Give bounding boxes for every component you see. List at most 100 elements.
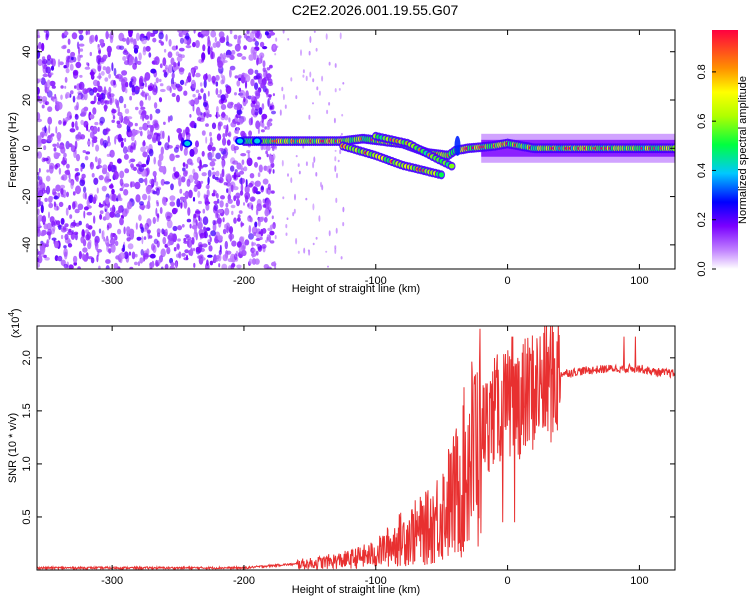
heatmap-noise-cell xyxy=(67,243,73,248)
heatmap-noise-cell xyxy=(230,264,235,269)
heatmap-noise-cell xyxy=(37,172,40,176)
snr-y-tick-label: 0.5 xyxy=(21,509,33,524)
heatmap-noise-cell xyxy=(134,86,140,91)
heatmap-noise-cell xyxy=(220,195,225,200)
heatmap-speck xyxy=(325,33,328,40)
heatmap-noise-cell xyxy=(160,146,164,156)
heatmap-noise-cell xyxy=(149,129,154,137)
heatmap-speck xyxy=(339,149,342,155)
heatmap-noise-cell xyxy=(205,184,210,189)
heatmap-noise-cell xyxy=(75,175,80,182)
heatmap-noise-cell xyxy=(248,182,253,188)
heatmap-noise-cell xyxy=(127,201,133,210)
heatmap-noise-cell xyxy=(272,146,275,152)
heatmap-noise-cell xyxy=(160,41,164,46)
heatmap-noise-cell xyxy=(200,180,204,184)
heatmap-noise-cell xyxy=(243,73,248,78)
heatmap-blob-core xyxy=(237,138,243,144)
heatmap-noise-cell xyxy=(63,152,67,158)
heatmap-noise-cell xyxy=(166,219,173,229)
heatmap-speck xyxy=(286,217,289,220)
heatmap-noise-cell xyxy=(211,167,215,171)
heatmap-noise-cell xyxy=(202,164,208,168)
heatmap-noise-cell xyxy=(45,175,51,182)
heatmap-noise-cell xyxy=(37,112,41,121)
heatmap-noise-cell xyxy=(40,204,44,214)
heatmap-noise-cell xyxy=(109,161,113,167)
heatmap-noise-cell xyxy=(183,147,188,156)
heatmap-noise-cell xyxy=(71,56,74,61)
heatmap-noise-cell xyxy=(234,43,241,52)
heatmap-noise-cell xyxy=(200,88,204,93)
heatmap-noise-cell xyxy=(138,177,144,184)
heatmap-noise-cell xyxy=(175,45,178,50)
heatmap-noise-cell xyxy=(88,194,94,204)
heatmap-noise-cell xyxy=(216,133,222,141)
heatmap-noise-cell xyxy=(113,262,119,269)
heatmap-noise-cell xyxy=(82,88,88,95)
snr-x-label: Height of straight line (km) xyxy=(292,584,420,596)
heatmap-noise-cell xyxy=(171,207,178,215)
heatmap-noise-cell xyxy=(94,121,99,126)
heatmap-noise-cell xyxy=(255,101,260,109)
heatmap-noise-cell xyxy=(269,155,275,164)
heatmap-noise-cell xyxy=(163,121,166,126)
heatmap-noise-cell xyxy=(177,225,183,231)
heatmap-noise-cell xyxy=(265,198,272,208)
heatmap-noise-cell xyxy=(111,119,115,124)
heatmap-noise-cell xyxy=(152,37,157,43)
heatmap-speck xyxy=(297,163,300,168)
heatmap-noise-cell xyxy=(44,86,48,93)
heatmap-noise-cell xyxy=(140,33,145,38)
heatmap-noise-cell xyxy=(178,47,185,52)
heatmap-noise-cell xyxy=(128,55,135,65)
heatmap-speck xyxy=(309,36,312,43)
heatmap-noise-cell xyxy=(131,84,135,94)
heatmap-noise-cell xyxy=(201,52,206,61)
heatmap-noise-cell xyxy=(155,181,159,187)
heatmap-noise-cell xyxy=(140,249,144,256)
heatmap-noise-cell xyxy=(78,43,85,47)
heatmap-noise-cell xyxy=(224,114,229,121)
heatmap-speck xyxy=(287,38,290,41)
heatmap-noise-cell xyxy=(257,172,261,178)
heatmap-noise-cell xyxy=(98,203,104,208)
heatmap-noise-cell xyxy=(37,95,40,100)
heatmap-noise-cell xyxy=(123,189,129,196)
heatmap-noise-cell xyxy=(70,51,76,57)
heatmap-noise-cell xyxy=(209,260,214,266)
heatmap-noise-cell xyxy=(152,216,156,225)
heatmap-noise-cell xyxy=(123,103,127,109)
heatmap-noise-cell xyxy=(162,236,167,245)
heatmap-noise-cell xyxy=(79,179,85,187)
heatmap-noise-cell xyxy=(84,155,89,161)
heatmap-noise-cell xyxy=(137,261,141,267)
heatmap-noise-cell xyxy=(158,32,164,40)
heatmap-noise-cell xyxy=(117,193,122,201)
heatmap-noise-cell xyxy=(101,230,104,240)
heatmap-speck xyxy=(342,222,345,227)
heatmap-noise-cell xyxy=(174,171,180,179)
heatmap-noise-cell xyxy=(60,227,67,233)
heatmap-speck xyxy=(339,32,342,40)
heatmap-noise-cell xyxy=(212,80,216,85)
heatmap-noise-cell xyxy=(152,190,157,195)
heatmap-noise-cell xyxy=(227,187,231,196)
heatmap-noise-cell xyxy=(192,41,196,48)
heatmap-noise-cell xyxy=(37,262,40,268)
heatmap-noise-cell xyxy=(254,161,258,168)
heatmap-speck xyxy=(342,206,345,213)
heatmap-noise-cell xyxy=(41,157,46,163)
heatmap-noise-cell xyxy=(75,153,81,162)
heatmap-noise-cell xyxy=(247,95,252,100)
heatmap-noise-cell xyxy=(140,226,144,234)
heatmap-noise-cell xyxy=(195,40,200,48)
heatmap-noise-cell xyxy=(216,217,222,224)
heatmap-speck xyxy=(292,212,295,217)
heatmap-noise-cell xyxy=(118,205,122,214)
heatmap-noise-cell xyxy=(173,166,176,172)
heatmap-speck xyxy=(285,232,288,236)
heatmap-noise-cell xyxy=(185,32,190,41)
heatmap-noise-cell xyxy=(219,89,222,95)
heatmap-noise-cell xyxy=(72,201,76,210)
